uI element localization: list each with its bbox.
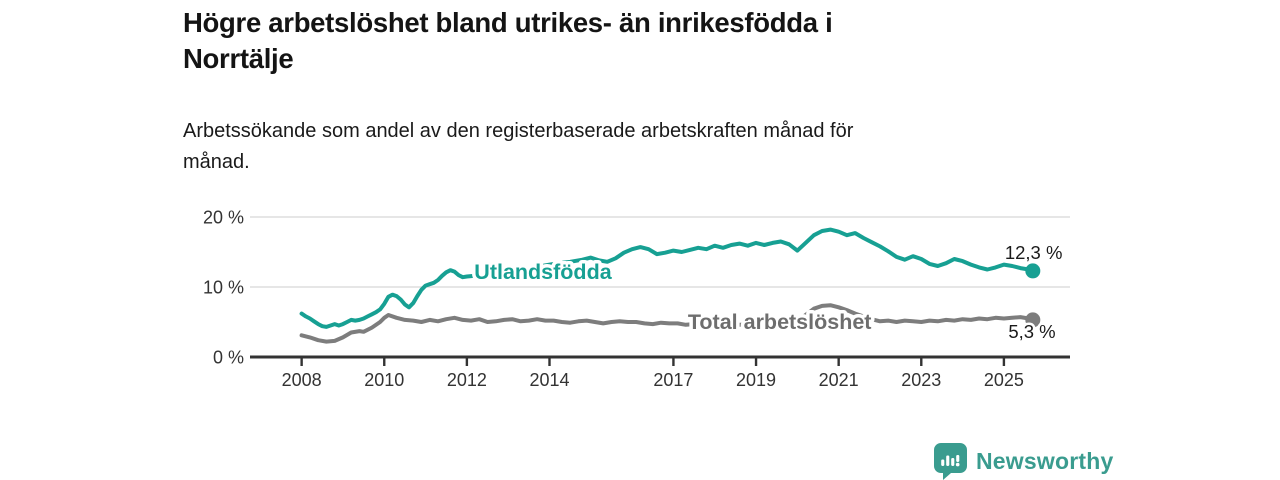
chart-title-line2: Norrtälje <box>183 43 294 74</box>
newsworthy-logo[interactable]: Newsworthy <box>934 443 1113 480</box>
y-tick-label: 10 % <box>203 278 244 298</box>
x-tick-label: 2014 <box>529 370 569 390</box>
chart-subtitle-line1: Arbetssökande som andel av den registerb… <box>183 120 854 142</box>
series-label-utlandsfodda: Utlandsfödda <box>474 260 612 284</box>
series-end-dot-utlandsfodda <box>1025 263 1041 279</box>
x-tick-label: 2017 <box>653 370 693 390</box>
chart-subtitle-line2: månad. <box>183 151 250 173</box>
chart-subtitle: Arbetssökande som andel av den registerb… <box>183 116 1063 178</box>
speech-bubble-shape <box>934 443 967 480</box>
x-tick-label: 2019 <box>736 370 776 390</box>
bar-chart-glyph <box>941 455 960 467</box>
series-line-total-arbetsloshet <box>299 303 1035 344</box>
newsworthy-brand-text: Newsworthy <box>976 448 1114 474</box>
chart-title-line1: Högre arbetslöshet bland utrikes- än inr… <box>183 7 833 38</box>
x-tick-label: 2012 <box>447 370 487 390</box>
x-tick-label: 2025 <box>984 370 1024 390</box>
series-label-total-arbetsloshet: Total arbetslöshet <box>688 310 872 334</box>
y-tick-label: 0 % <box>213 348 244 368</box>
series-line-utlandsfodda <box>299 227 1035 329</box>
x-tick-label: 2021 <box>819 370 859 390</box>
newsworthy-icon <box>934 443 967 480</box>
series-end-dot-total-arbetsloshet <box>1025 312 1041 328</box>
x-tick-label: 2023 <box>901 370 941 390</box>
y-tick-label: 20 % <box>203 208 244 228</box>
x-tick-label: 2008 <box>282 370 322 390</box>
chart-title: Högre arbetslöshet bland utrikes- än inr… <box>183 5 1083 77</box>
x-tick-label: 2010 <box>364 370 404 390</box>
end-value-label-utlandsfodda: 12,3 % <box>1005 242 1063 263</box>
end-value-label-total-arbetsloshet: 5,3 % <box>1008 321 1055 342</box>
